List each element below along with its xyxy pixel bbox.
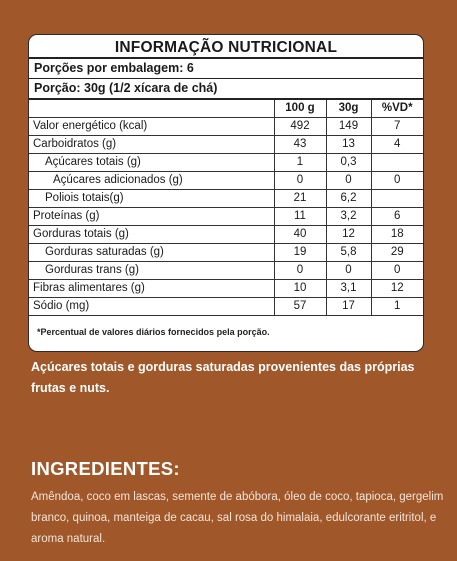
daily-value-footnote: *Percentual de valores diários fornecido…	[37, 327, 270, 337]
nutrition-title: INFORMAÇÃO NUTRICIONAL	[114, 39, 338, 56]
value-daily-percent	[370, 153, 423, 172]
header-100g: 100 g	[273, 100, 327, 118]
nutrient-name: Gorduras saturadas (g)	[29, 243, 275, 262]
value-daily-percent: 0	[370, 171, 423, 190]
nutrient-name: Carboidratos (g)	[29, 135, 275, 154]
value-daily-percent: 29	[370, 243, 423, 262]
nutrition-table: 100 g 30g %VD* Valor energético (kcal) 49…	[29, 100, 423, 316]
nutrient-name: Proteínas (g)	[29, 207, 275, 226]
nutrient-name: Gorduras trans (g)	[29, 261, 275, 280]
value-portion: 3,2	[325, 207, 372, 226]
value-portion: 17	[325, 297, 372, 316]
value-daily-percent: 6	[370, 207, 423, 226]
nutrition-row: Açúcares adicionados (g) 0 0 0	[29, 171, 423, 190]
divider	[29, 57, 423, 59]
nutrient-name: Açúcares adicionados (g)	[29, 171, 275, 190]
nutrition-row: Proteínas (g) 11 3,2 6	[29, 207, 423, 226]
value-portion: 5,8	[325, 243, 372, 262]
ingredients-text: Amêndoa, coco em lascas, semente de abób…	[31, 491, 444, 545]
value-100g: 10	[273, 279, 327, 298]
header-portion: 30g	[325, 100, 372, 118]
value-100g: 40	[273, 225, 327, 244]
value-portion: 13	[325, 135, 372, 154]
value-daily-percent: 0	[370, 261, 423, 280]
nutrient-name: Valor energético (kcal)	[29, 117, 275, 136]
value-portion: 0	[325, 261, 372, 280]
value-100g: 21	[273, 189, 327, 208]
nutrition-facts-panel: INFORMAÇÃO NUTRICIONAL Porções por embal…	[28, 34, 424, 352]
nutrient-name: Poliois totais(g)	[29, 189, 275, 208]
value-100g: 492	[273, 117, 327, 136]
header-daily-value: %VD*	[370, 100, 423, 118]
value-portion: 12	[325, 225, 372, 244]
value-daily-percent: 4	[370, 135, 423, 154]
divider	[29, 78, 423, 79]
nutrition-row: Gorduras trans (g) 0 0 0	[29, 261, 423, 280]
value-daily-percent	[370, 189, 423, 208]
nutrient-name: Açúcares totais (g)	[29, 153, 275, 172]
nutrition-header-row: 100 g 30g %VD*	[29, 100, 423, 118]
value-portion: 0	[325, 171, 372, 190]
divider	[29, 98, 423, 100]
nutrition-row: Fibras alimentares (g) 10 3,1 12	[29, 279, 423, 298]
value-100g: 19	[273, 243, 327, 262]
value-100g: 0	[273, 261, 327, 280]
header-nutrient	[29, 100, 275, 118]
value-portion: 3,1	[325, 279, 372, 298]
serving-size: Porção: 30g (1/2 xícara de chá)	[34, 81, 218, 95]
servings-per-package: Porções por embalagem: 6	[34, 61, 194, 75]
nutrition-row: Sódio (mg) 57 17 1	[29, 297, 423, 316]
value-100g: 1	[273, 153, 327, 172]
value-100g: 0	[273, 171, 327, 190]
value-portion: 0,3	[325, 153, 372, 172]
nutrient-name: Gorduras totais (g)	[29, 225, 275, 244]
nutrition-row: Valor energético (kcal) 492 149 7	[29, 117, 423, 136]
nutrition-table-body: Valor energético (kcal) 492 149 7 Carboidrat…	[29, 117, 423, 316]
nutrition-row: Carboidratos (g) 43 13 4	[29, 135, 423, 154]
sugar-fat-note: Açúcares totais e gorduras saturadas pro…	[31, 360, 415, 395]
value-daily-percent: 12	[370, 279, 423, 298]
nutrient-name: Sódio (mg)	[29, 297, 275, 316]
value-portion: 149	[325, 117, 372, 136]
nutrient-name: Fibras alimentares (g)	[29, 279, 275, 298]
value-portion: 6,2	[325, 189, 372, 208]
nutrition-row: Gorduras totais (g) 40 12 18	[29, 225, 423, 244]
value-daily-percent: 7	[370, 117, 423, 136]
nutrition-row: Gorduras saturadas (g) 19 5,8 29	[29, 243, 423, 262]
nutrition-row: Açúcares totais (g) 1 0,3	[29, 153, 423, 172]
value-100g: 43	[273, 135, 327, 154]
value-daily-percent: 18	[370, 225, 423, 244]
value-100g: 11	[273, 207, 327, 226]
nutrition-row: Poliois totais(g) 21 6,2	[29, 189, 423, 208]
ingredients-title: INGREDIENTES:	[31, 458, 180, 479]
value-100g: 57	[273, 297, 327, 316]
value-daily-percent: 1	[370, 297, 423, 316]
